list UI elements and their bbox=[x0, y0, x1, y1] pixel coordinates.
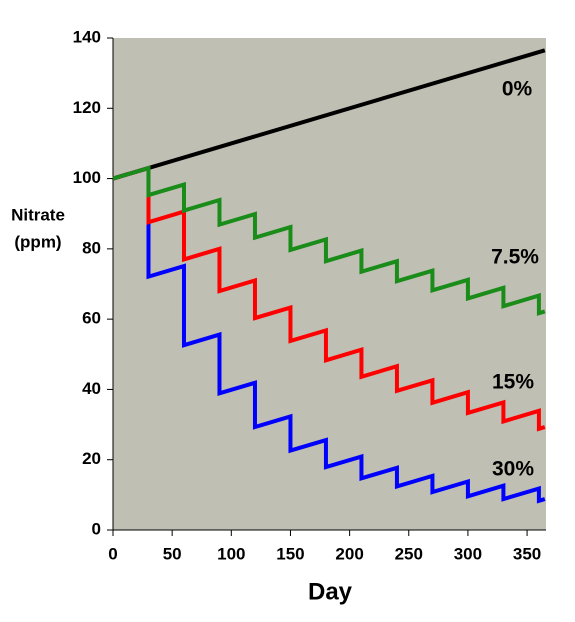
series-label: 0% bbox=[502, 78, 533, 101]
series-line bbox=[112, 165, 546, 316]
series-label: 15% bbox=[492, 371, 534, 394]
series-line bbox=[112, 48, 546, 181]
y-axis-label: (ppm) bbox=[14, 232, 61, 251]
y-tick-label: 80 bbox=[82, 238, 101, 257]
series-line bbox=[112, 165, 546, 504]
y-axis-label: Nitrate bbox=[11, 205, 65, 224]
series-label: 30% bbox=[492, 458, 534, 481]
y-tick-label: 140 bbox=[73, 27, 101, 46]
x-tick-label: 150 bbox=[276, 544, 304, 563]
x-axis-label: Day bbox=[308, 578, 353, 605]
x-tick-label: 250 bbox=[395, 544, 423, 563]
y-tick-label: 40 bbox=[82, 379, 101, 398]
series-label: 7.5% bbox=[491, 246, 539, 269]
y-tick-label: 0 bbox=[92, 519, 101, 538]
x-tick-label: 0 bbox=[108, 544, 117, 563]
y-tick-label: 100 bbox=[73, 168, 101, 187]
x-tick-label: 300 bbox=[454, 544, 482, 563]
x-tick-label: 350 bbox=[513, 544, 541, 563]
plot-area bbox=[113, 38, 546, 530]
y-tick-label: 20 bbox=[82, 449, 101, 468]
x-tick-label: 100 bbox=[217, 544, 245, 563]
y-tick-label: 60 bbox=[82, 309, 101, 328]
x-tick-label: 200 bbox=[335, 544, 363, 563]
series-line bbox=[112, 165, 546, 432]
y-tick-label: 120 bbox=[73, 98, 101, 117]
x-tick-label: 50 bbox=[163, 544, 182, 563]
